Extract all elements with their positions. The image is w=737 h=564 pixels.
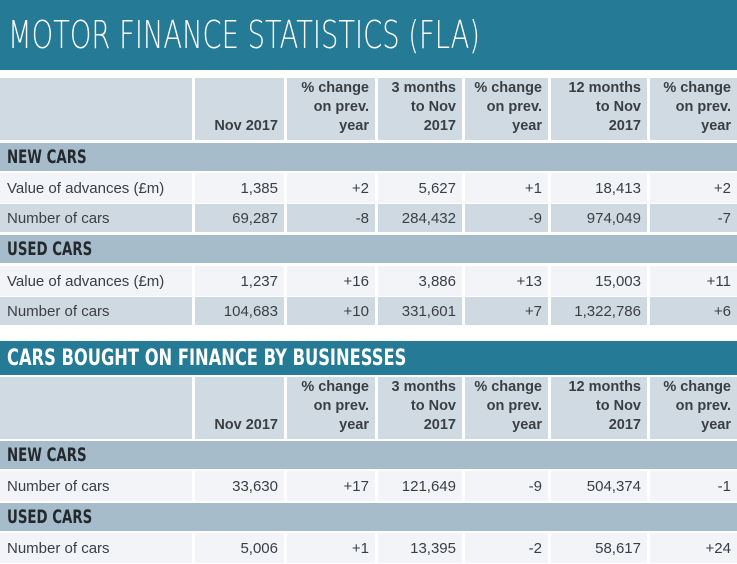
cell-value: 15,003 [551,266,647,296]
header-cell-nov-2017: Nov 2017 [195,78,284,140]
cell-value: +10 [287,297,375,325]
section-label: NEW CARS [7,444,87,466]
section-header-new-cars: NEW CARS [0,143,737,171]
cell-value: +6 [650,297,737,325]
table-header-row: Nov 2017 % change on prev. year 3 months… [0,78,737,140]
cell-value: 1,385 [195,173,284,203]
cell-value: -9 [465,471,548,501]
row-label: Value of advances (£m) [0,266,192,296]
table-row: Number of cars 69,287 -8 284,432 -9 974,… [0,204,737,232]
table-header-row: Nov 2017 % change on prev. year 3 months… [0,377,737,439]
section-header-used-cars: USED CARS [0,235,737,263]
table-row: Number of cars 5,006 +1 13,395 -2 58,617… [0,533,737,563]
cell-value: 1,237 [195,266,284,296]
cell-value: 13,395 [378,533,462,563]
header-cell-pct-change-3m: % change on prev. year [465,78,548,140]
cell-value: -9 [465,204,548,232]
cell-value: 974,049 [551,204,647,232]
header-cell-blank [0,78,192,140]
cell-value: 284,432 [378,204,462,232]
cell-value: 58,617 [551,533,647,563]
cell-value: 331,601 [378,297,462,325]
cell-value: +1 [287,533,375,563]
header-cell-pct-change-month: % change on prev. year [287,377,375,439]
section-label: USED CARS [7,506,93,528]
table-row: Number of cars 33,630 +17 121,649 -9 504… [0,471,737,501]
cell-value: +11 [650,266,737,296]
business-section-title: CARS BOUGHT ON FINANCE BY BUSINESSES [7,345,407,371]
header-cell-pct-change-12m: % change on prev. year [650,78,737,140]
header-cell-3-months: 3 months to Nov 2017 [378,78,462,140]
header-cell-nov-2017: Nov 2017 [195,377,284,439]
table-row: Value of advances (£m) 1,237 +16 3,886 +… [0,266,737,296]
section-label: USED CARS [7,238,93,260]
cell-value: -2 [465,533,548,563]
header-cell-blank [0,377,192,439]
cell-value: +7 [465,297,548,325]
title-bar: MOTOR FINANCE STATISTICS (FLA) [0,0,737,70]
header-cell-12-months: 12 months to Nov 2017 [551,78,647,140]
header-cell-3-months: 3 months to Nov 2017 [378,377,462,439]
header-cell-12-months: 12 months to Nov 2017 [551,377,647,439]
section-header-new-cars: NEW CARS [0,441,737,469]
cell-value: +17 [287,471,375,501]
cell-value: 1,322,786 [551,297,647,325]
cell-value: 104,683 [195,297,284,325]
cell-value: 18,413 [551,173,647,203]
section-header-used-cars: USED CARS [0,503,737,531]
cell-value: +16 [287,266,375,296]
table-row: Value of advances (£m) 1,385 +2 5,627 +1… [0,173,737,203]
header-cell-pct-change-3m: % change on prev. year [465,377,548,439]
cell-value: -1 [650,471,737,501]
business-section-title-bar: CARS BOUGHT ON FINANCE BY BUSINESSES [0,341,737,375]
cell-value: 5,006 [195,533,284,563]
page-title: MOTOR FINANCE STATISTICS (FLA) [8,13,480,57]
cell-value: -7 [650,204,737,232]
cell-value: -8 [287,204,375,232]
table-row: Number of cars 104,683 +10 331,601 +7 1,… [0,297,737,325]
header-cell-pct-change-month: % change on prev. year [287,78,375,140]
row-label: Number of cars [0,297,192,325]
cell-value: 5,627 [378,173,462,203]
cell-value: +1 [465,173,548,203]
cell-value: +2 [650,173,737,203]
row-label: Value of advances (£m) [0,173,192,203]
cell-value: 504,374 [551,471,647,501]
cell-value: 121,649 [378,471,462,501]
cell-value: +13 [465,266,548,296]
row-label: Number of cars [0,204,192,232]
row-label: Number of cars [0,533,192,563]
section-label: NEW CARS [7,146,87,168]
row-label: Number of cars [0,471,192,501]
cell-value: 33,630 [195,471,284,501]
cell-value: +24 [650,533,737,563]
cell-value: +2 [287,173,375,203]
cell-value: 3,886 [378,266,462,296]
cell-value: 69,287 [195,204,284,232]
header-cell-pct-change-12m: % change on prev. year [650,377,737,439]
